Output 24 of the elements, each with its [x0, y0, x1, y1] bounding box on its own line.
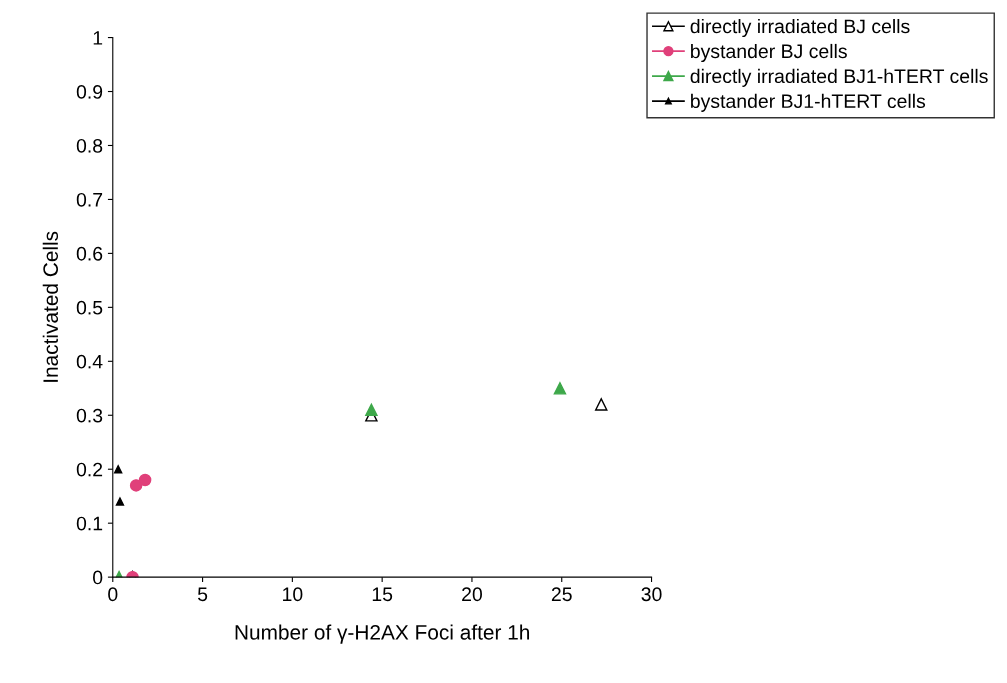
y-tick-label: 1: [93, 31, 103, 45]
x-tick-label: 20: [462, 587, 482, 602]
y-tick-label: 0: [93, 570, 103, 585]
y-tick-label: 0.8: [76, 138, 103, 153]
x-axis-title: Number of γ-H2AX Foci after 1h: [235, 624, 530, 644]
y-tick-label: 0.7: [76, 192, 103, 207]
legend-label: directly irradiated BJ cells: [690, 18, 910, 38]
x-tick-label: 15: [372, 587, 393, 602]
y-tick-label: 0.2: [76, 462, 103, 477]
y-axis-title: Inactivated Cells: [42, 231, 59, 382]
x-tick-label: 5: [197, 587, 208, 602]
y-tick-label: 0.1: [76, 516, 103, 531]
x-tick-label: 10: [283, 587, 303, 602]
y-tick-label: 0.4: [76, 354, 103, 369]
y-tick-label: 0.3: [76, 408, 103, 423]
x-tick-label: 30: [641, 587, 662, 602]
legend-label: bystander BJ1-hTERT cells: [691, 93, 926, 112]
x-tick-label: 0: [108, 587, 118, 602]
y-tick-label: 0.9: [76, 84, 103, 99]
x-tick-label: 25: [551, 587, 572, 602]
y-tick-label: 0.5: [76, 300, 103, 315]
legend-label: bystander BJ cells: [691, 43, 847, 63]
legend-label: directly irradiated BJ1-hTERT cells: [690, 68, 988, 87]
y-tick-label: 0.6: [76, 246, 103, 261]
